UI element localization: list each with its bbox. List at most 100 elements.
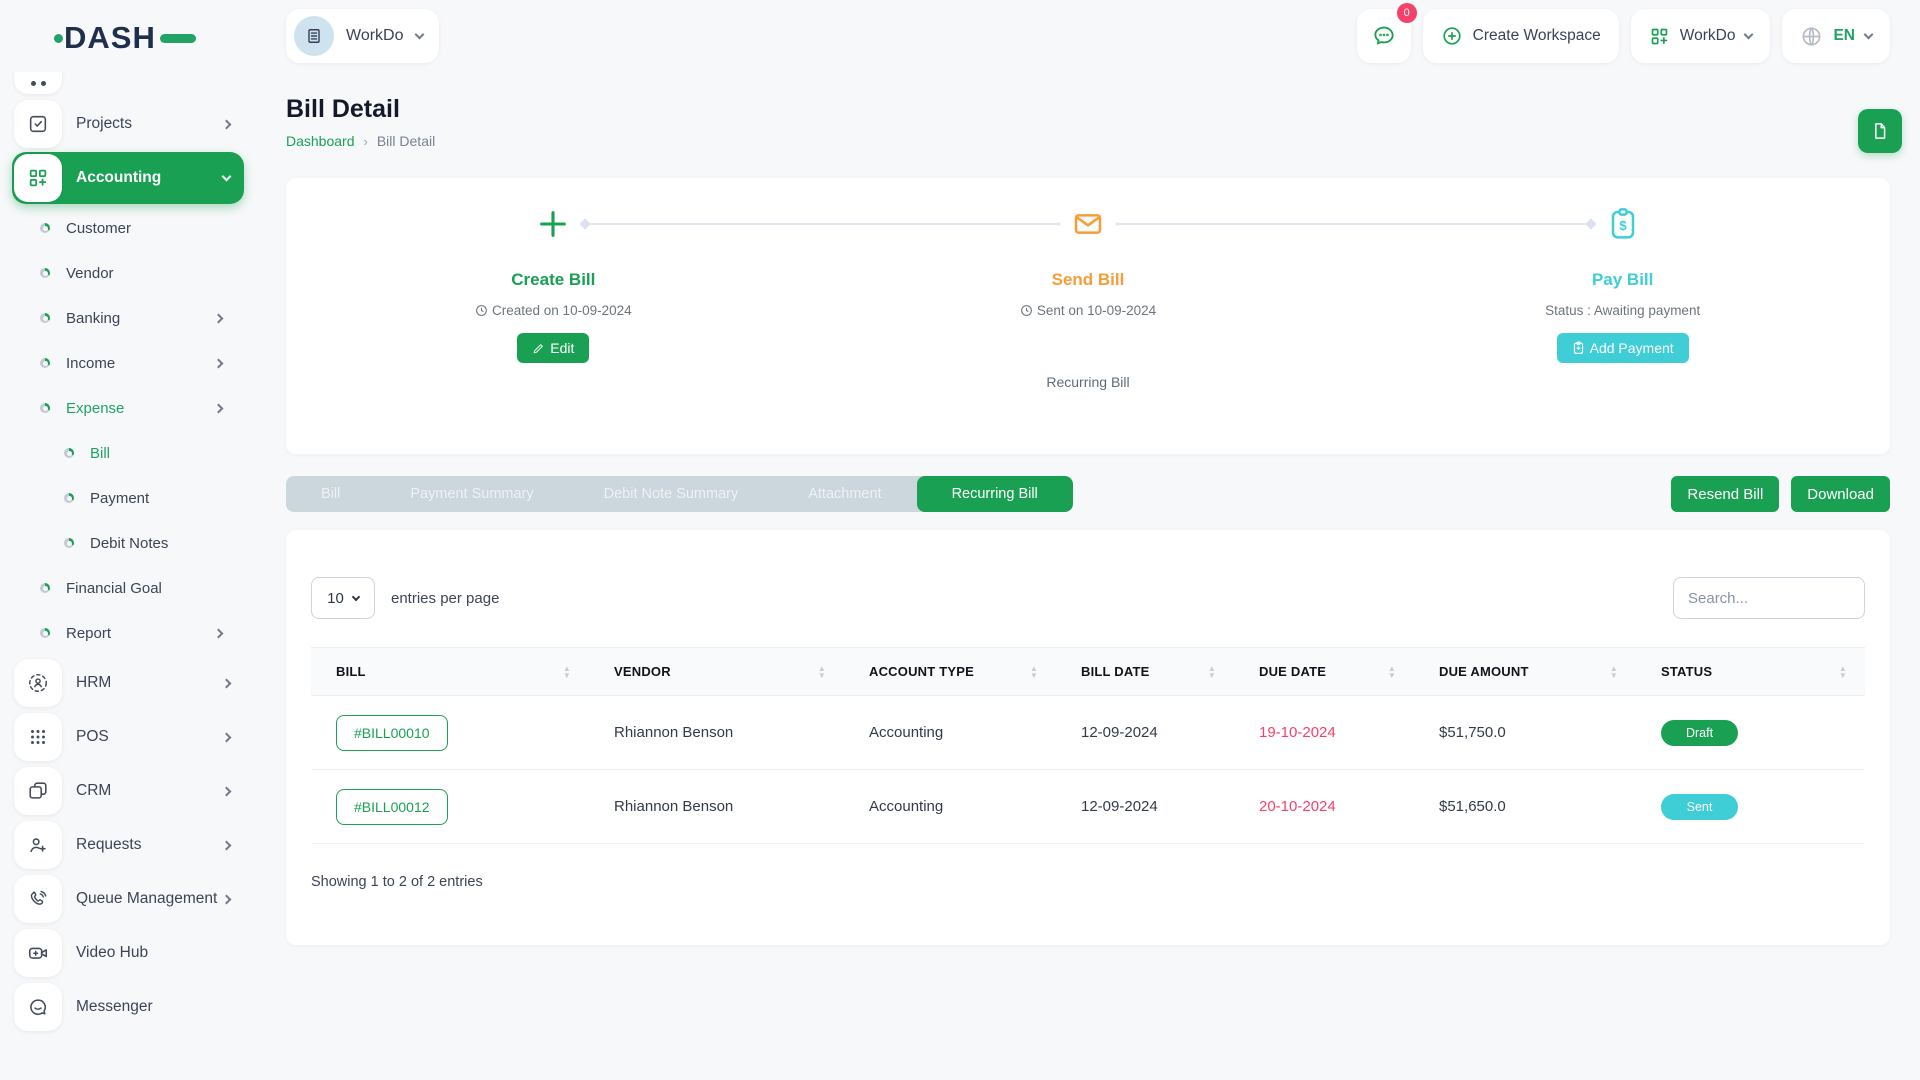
building-icon [308,29,320,43]
column-bill[interactable]: BILL ▲ ▼ [336,663,571,680]
bullet-icon [40,583,50,593]
messages-badge: 0 [1396,3,1417,23]
circle-plus-icon [1443,27,1461,45]
sidebar-item-projects[interactable]: Projects [12,98,244,150]
create-workspace-label: Create Workspace [1472,27,1601,44]
bill-date-cell: 12-09-2024 [1081,798,1158,815]
sidebar-item-vendor[interactable]: Vendor [0,251,244,295]
chevron-right-icon [213,313,224,323]
sidebar-item-accounting[interactable]: Accounting [12,152,244,204]
chevron-right-icon [221,678,232,688]
sidebar-item-payment[interactable]: Payment [0,476,244,520]
messages-button[interactable]: 0 [1356,3,1417,63]
step-status: Status : Awaiting payment [1545,303,1701,318]
tab-debit-note-summary[interactable]: Debit Note Summary [603,486,739,502]
sidebar-item-queue-management[interactable]: Queue Management [12,873,244,925]
chat-bubble-icon [1374,26,1394,45]
requests-icon [30,838,46,853]
bill-date-cell: 12-09-2024 [1081,724,1158,741]
clipboard-dollar-icon: $ [1611,208,1634,239]
download-button[interactable]: Download [1791,476,1890,512]
messenger-icon [30,999,47,1016]
chevron-right-icon [221,119,232,129]
chevron-right-icon [221,840,232,850]
clock-icon [476,305,487,316]
tab-payment-summary[interactable]: Payment Summary [410,486,534,502]
tab-recurring-bill[interactable]: Recurring Bill [916,476,1073,512]
column-bill-date[interactable]: BILL DATE ▲ ▼ [1081,663,1216,680]
detail-tabs: Bill Payment Summary Debit Note Summary … [286,476,1073,512]
crm-icon [29,782,47,799]
sidebar-item-expense[interactable]: Expense [0,386,244,430]
logo-dash [159,33,196,43]
status-badge: Sent [1661,793,1738,820]
sidebar-item-income[interactable]: Income [0,341,244,385]
chevron-right-icon [221,732,232,742]
column-due-date[interactable]: DUE DATE ▲ ▼ [1259,663,1396,680]
entries-per-page-label: entries per page [391,589,500,607]
tab-attachment[interactable]: Attachment [808,486,882,502]
sidebar-item-financial-goal[interactable]: Financial Goal [0,566,244,610]
sidebar-item-hrm[interactable]: HRM [12,657,244,709]
document-button[interactable] [1858,109,1902,153]
chevron-down-icon [221,171,232,182]
bill-number-link[interactable]: #BILL00012 [336,788,448,825]
bullet-icon [64,448,74,458]
sidebar-item-bill[interactable]: Bill [0,431,244,475]
chevron-down-icon [414,29,424,40]
sort-icon: ▲ ▼ [817,663,826,680]
sidebar-item-debit-notes[interactable]: Debit Notes [0,521,244,565]
pos-icon [31,730,45,744]
sidebar-item-report[interactable]: Report [0,611,244,655]
column-status[interactable]: STATUS ▲ ▼ [1661,663,1847,680]
svg-text:$: $ [1619,218,1627,233]
sidebar-item-customer[interactable]: Customer [0,206,244,250]
vendor-cell: Rhiannon Benson [614,724,734,741]
edit-button[interactable]: Edit [517,333,590,363]
breadcrumb-dashboard[interactable]: Dashboard [286,133,355,149]
table-row: #BILL00010 Rhiannon Benson Accounting 12… [311,696,1865,770]
sidebar-item-messenger[interactable]: Messenger [12,981,244,1033]
sort-icon: ▲ ▼ [1029,663,1038,680]
add-payment-button[interactable]: Add Payment [1556,333,1689,363]
step-title: Pay Bill [1591,270,1654,289]
search-input[interactable] [1673,577,1865,619]
chevron-right-icon [213,628,224,638]
column-due-amount[interactable]: DUE AMOUNT ▲ ▼ [1439,663,1618,680]
app-menu-label: WorkDo [1679,27,1736,44]
bills-table: BILL ▲ ▼ VENDOR ▲ ▼ ACCOUNT TYPE ▲ ▼ BILL DATE… [311,647,1865,844]
scrolled-item-icon [14,72,62,94]
sidebar-item-pos[interactable]: POS [12,711,244,763]
envelope-icon [1074,214,1102,234]
sidebar-item-video-hub[interactable]: Video Hub [12,927,244,979]
workspace-switcher[interactable]: WorkDo [286,9,439,63]
bullet-icon [40,628,50,638]
bullet-icon [40,268,50,278]
bullet-icon [40,358,50,368]
entries-per-page-select[interactable]: 10 [311,577,375,619]
create-workspace-button[interactable]: Create Workspace [1422,9,1619,63]
page-title: Bill Detail [286,95,400,123]
chevron-right-icon [221,786,232,796]
account-type-cell: Accounting [869,798,944,815]
sidebar-item-requests[interactable]: Requests [12,819,244,871]
sort-icon: ▲ ▼ [1609,663,1618,680]
step-title: Send Bill [1051,270,1125,289]
bill-status-card: Create Bill Created on 10-09-2024 Edit S… [286,178,1890,454]
due-amount-cell: $51,650.0 [1439,798,1506,815]
step-status: Created on 10-09-2024 [475,303,632,318]
column-account-type[interactable]: ACCOUNT TYPE ▲ ▼ [869,663,1038,680]
resend-bill-button[interactable]: Resend Bill [1671,476,1780,512]
step-send-bill: Send Bill Sent on 10-09-2024 Recurring B… [821,178,1356,454]
bill-number-link[interactable]: #BILL00010 [336,714,448,751]
sidebar-item-crm[interactable]: CRM [12,765,244,817]
bullet-icon [40,223,50,233]
sidebar-item-banking[interactable]: Banking [0,296,244,340]
sidebar: Projects Accounting Customer Vendor Bank… [0,72,256,1080]
breadcrumb: Dashboard › Bill Detail [286,133,435,149]
tab-bill[interactable]: Bill [321,486,341,502]
app-logo[interactable]: DASH [54,20,196,56]
column-vendor[interactable]: VENDOR ▲ ▼ [614,663,826,680]
app-menu-button[interactable]: WorkDo [1630,9,1771,63]
language-selector[interactable]: EN [1782,9,1890,63]
